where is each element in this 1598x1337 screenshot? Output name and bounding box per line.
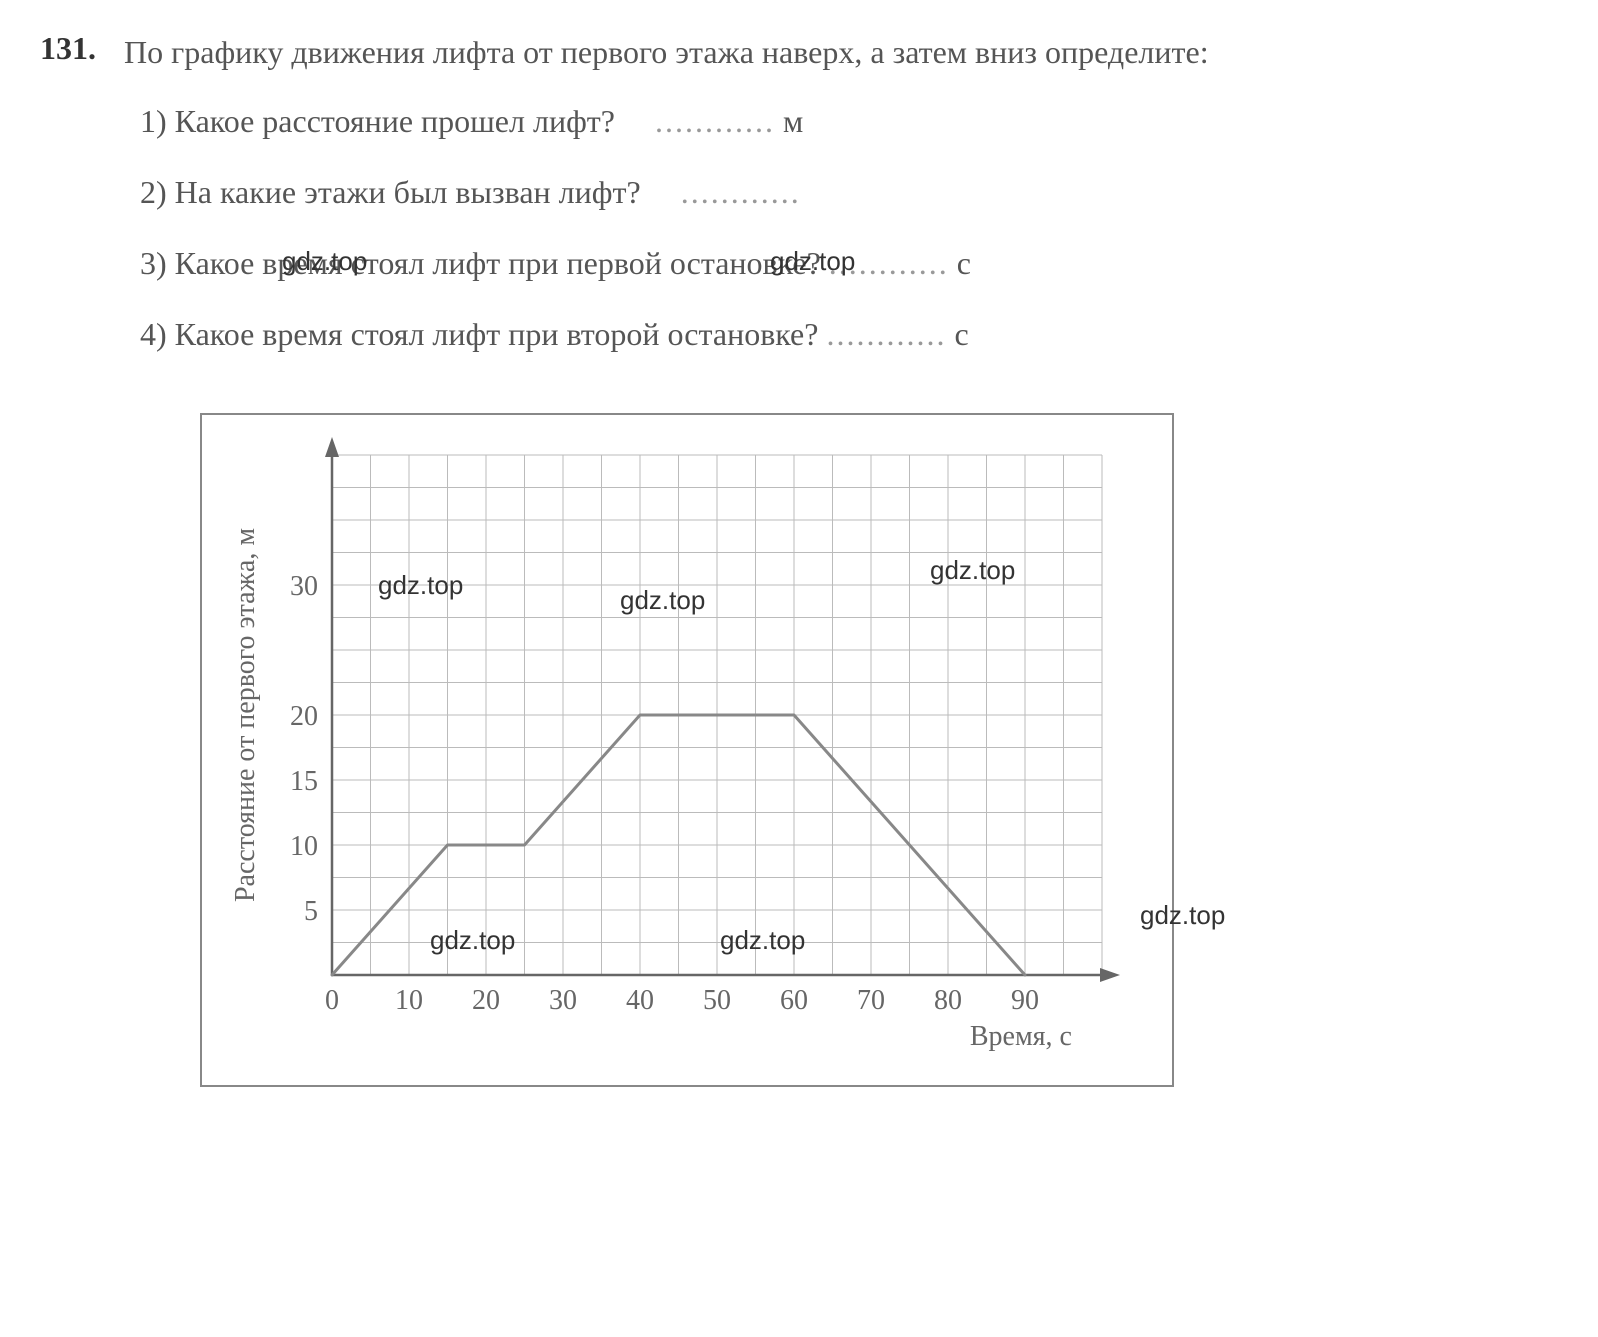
svg-text:20: 20	[290, 701, 318, 732]
question-num: 4)	[140, 316, 167, 353]
answer-blank: ............	[681, 174, 801, 211]
svg-text:80: 80	[934, 985, 962, 1016]
question-4: 4) Какое время стоял лифт при второй ост…	[140, 316, 1558, 353]
problem-header: 131. По графику движения лифта от первог…	[40, 30, 1558, 75]
svg-text:Расстояние от первого этажа, м: Расстояние от первого этажа, м	[230, 527, 261, 901]
watermark: gdz.top	[770, 246, 855, 277]
svg-text:30: 30	[549, 985, 577, 1016]
questions-list: 1) Какое расстояние прошел лифт? .......…	[140, 103, 1558, 353]
problem-text: По графику движения лифта от первого эта…	[124, 30, 1209, 75]
watermark: gdz.top	[930, 555, 1015, 586]
svg-text:Время, с: Время, с	[970, 1021, 1072, 1052]
question-1: 1) Какое расстояние прошел лифт? .......…	[140, 103, 1558, 140]
question-2: 2) На какие этажи был вызван лифт? .....…	[140, 174, 1558, 211]
svg-text:10: 10	[290, 831, 318, 862]
question-num: 2)	[140, 174, 167, 211]
svg-text:30: 30	[290, 571, 318, 602]
svg-text:10: 10	[395, 985, 423, 1016]
svg-text:15: 15	[290, 766, 318, 797]
watermark: gdz.top	[1140, 900, 1225, 931]
svg-text:20: 20	[472, 985, 500, 1016]
question-text: На какие этажи был вызван лифт?	[175, 174, 641, 211]
question-num: 3)	[140, 245, 167, 282]
question-text: Какое время стоял лифт при второй остано…	[175, 316, 819, 353]
chart-border: 0 10 20 30 40 50 60 70 80 90 5 10 15 20 30 Время, с Расс…	[200, 413, 1174, 1087]
watermark: gdz.top	[282, 246, 367, 277]
answer-blank: ............	[655, 103, 775, 140]
watermark: gdz.top	[430, 925, 515, 956]
question-unit: с	[954, 316, 968, 353]
svg-text:40: 40	[626, 985, 654, 1016]
svg-text:70: 70	[857, 985, 885, 1016]
chart-container: 0 10 20 30 40 50 60 70 80 90 5 10 15 20 30 Время, с Расс…	[200, 413, 1558, 1092]
watermark: gdz.top	[378, 570, 463, 601]
svg-text:5: 5	[304, 896, 318, 927]
watermark: gdz.top	[720, 925, 805, 956]
svg-text:50: 50	[703, 985, 731, 1016]
svg-text:0: 0	[325, 985, 339, 1016]
svg-text:60: 60	[780, 985, 808, 1016]
question-num: 1)	[140, 103, 167, 140]
elevator-chart: 0 10 20 30 40 50 60 70 80 90 5 10 15 20 30 Время, с Расс…	[222, 435, 1142, 1055]
svg-text:90: 90	[1011, 985, 1039, 1016]
problem-number: 131.	[40, 30, 110, 67]
watermark: gdz.top	[620, 585, 705, 616]
question-text: Какое расстояние прошел лифт?	[175, 103, 615, 140]
question-text: Какое время стоял лифт при первой остано…	[175, 245, 821, 282]
question-unit: с	[957, 245, 971, 282]
question-unit: м	[783, 103, 803, 140]
answer-blank: ............	[826, 316, 946, 353]
